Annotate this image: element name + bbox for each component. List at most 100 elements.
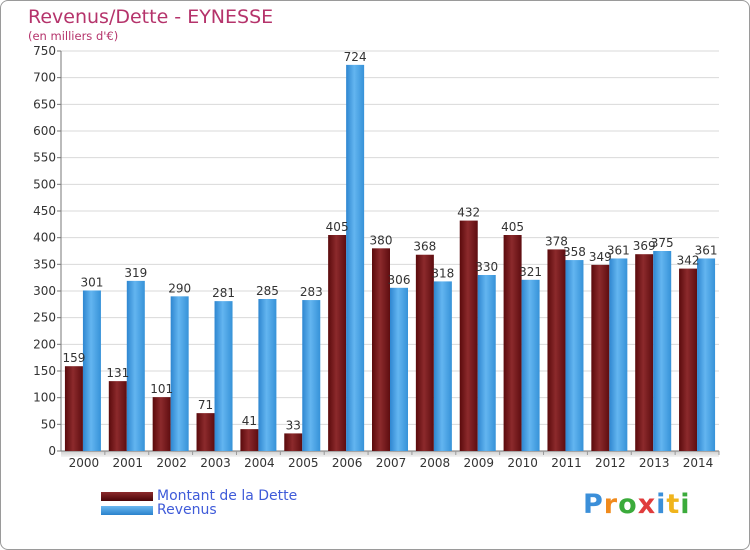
x-tick-label: 2001 [113,456,144,470]
data-label-debt: 131 [106,366,129,380]
bar-revenue [609,258,628,451]
y-tick-label: 100 [33,391,56,405]
bar-debt [328,235,347,451]
data-label-revenue: 290 [168,281,191,295]
y-tick-label: 400 [33,231,56,245]
logo-letter: P [583,489,604,520]
chart-subtitle: (en milliers d'€) [28,29,119,43]
data-label-debt: 369 [633,239,656,253]
bar-debt [284,433,303,451]
x-tick-label: 2002 [156,456,187,470]
chart-title: Revenus/Dette - EYNESSE [28,6,274,28]
y-tick-label: 600 [33,124,56,138]
data-label-debt: 71 [198,398,213,412]
y-tick-label: 0 [48,444,56,458]
legend-label-revenue: Revenus [157,502,217,518]
y-tick-label: 200 [33,337,56,351]
data-label-revenue: 285 [256,284,279,298]
y-tick-label: 350 [33,257,56,271]
legend-swatch-revenue [101,505,153,515]
y-tick-label: 300 [33,284,56,298]
x-tick-label: 2007 [376,456,407,470]
data-label-debt: 349 [589,250,612,264]
bar-debt [503,235,522,451]
y-tick-label: 450 [33,204,56,218]
data-label-debt: 432 [457,206,480,220]
bar-revenue [170,296,189,451]
data-label-debt: 368 [413,240,436,254]
legend-label-debt: Montant de la Dette [157,488,298,504]
y-tick-label: 650 [33,97,56,111]
legend-item-debt: Montant de la Dette [101,489,297,503]
data-label-debt: 405 [501,220,524,234]
legend-swatch-debt [101,491,153,501]
data-label-debt: 378 [545,234,568,248]
y-tick-label: 700 [33,71,56,85]
x-tick-label: 2012 [595,456,626,470]
x-tick-label: 2005 [288,456,319,470]
x-tick-label: 2003 [200,456,231,470]
data-label-revenue: 361 [695,243,718,257]
bar-debt [64,366,83,451]
bar-revenue [346,64,365,451]
bar-debt [152,397,171,451]
data-label-debt: 159 [62,351,85,365]
bar-debt [196,413,215,451]
data-label-debt: 33 [286,418,301,432]
y-tick-label: 550 [33,151,56,165]
bar-revenue [82,290,101,451]
logo-letter: t [666,489,681,520]
legend-item-revenue: Revenus [101,503,217,517]
bar-revenue [697,258,716,451]
x-tick-label: 2011 [551,456,582,470]
logo-letter: i [656,489,667,520]
data-label-revenue: 330 [475,260,498,274]
logo-letter: r [603,489,619,520]
bar-revenue [477,275,496,451]
y-tick-label: 750 [33,44,56,58]
proxiti-logo: Proxiti [583,489,691,520]
x-tick-label: 2013 [639,456,670,470]
chart-floor [61,451,719,457]
x-tick-label: 2006 [332,456,363,470]
bar-revenue [433,281,452,451]
bar-debt [635,254,654,451]
data-label-revenue: 375 [651,236,674,250]
bar-debt [240,429,259,451]
x-tick-label: 2008 [420,456,451,470]
data-label-revenue: 306 [388,273,411,287]
x-tick-label: 2010 [507,456,538,470]
x-tick-label: 2014 [683,456,714,470]
bar-revenue [214,301,233,451]
bar-revenue [565,260,584,451]
y-tick-label: 150 [33,364,56,378]
data-label-revenue: 281 [212,286,235,300]
bar-debt [679,268,698,451]
data-label-debt: 342 [677,254,700,268]
labels-layer: 0 50 100 150 200 250 300 350 400 450 500 550 600 650 7… [33,44,717,470]
x-tick-label: 2004 [244,456,275,470]
data-label-revenue: 358 [563,245,586,259]
bar-debt [415,254,434,451]
y-tick-label: 50 [41,417,56,431]
y-tick-label: 250 [33,311,56,325]
data-label-debt: 101 [150,382,173,396]
data-label-revenue: 321 [519,265,542,279]
data-label-revenue: 283 [300,285,323,299]
data-label-revenue: 724 [344,50,367,64]
bar-debt [591,264,610,451]
bar-revenue [126,280,145,451]
bars-layer [64,64,716,451]
data-label-debt: 41 [242,414,257,428]
data-label-revenue: 301 [80,275,103,289]
bar-revenue [653,251,672,451]
bar-debt [459,220,478,451]
bar-revenue [390,287,408,451]
bar-debt [108,381,127,451]
bar-revenue [521,279,540,451]
bar-revenue [302,300,321,451]
bar-revenue [258,299,277,451]
bar-debt [372,248,390,451]
